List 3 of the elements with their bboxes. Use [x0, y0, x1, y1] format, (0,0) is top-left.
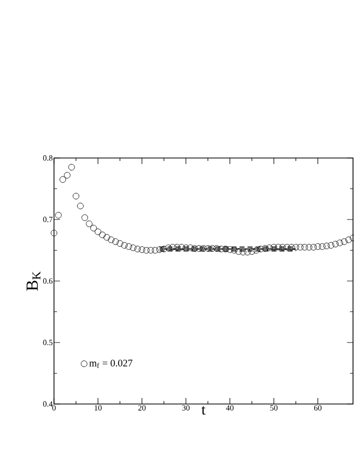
legend-label: m$_{f}$ = 0.027	[89, 360, 132, 368]
y-axis-title: B$_{K}$	[26, 271, 40, 291]
x-axis-title: t	[202, 406, 206, 415]
